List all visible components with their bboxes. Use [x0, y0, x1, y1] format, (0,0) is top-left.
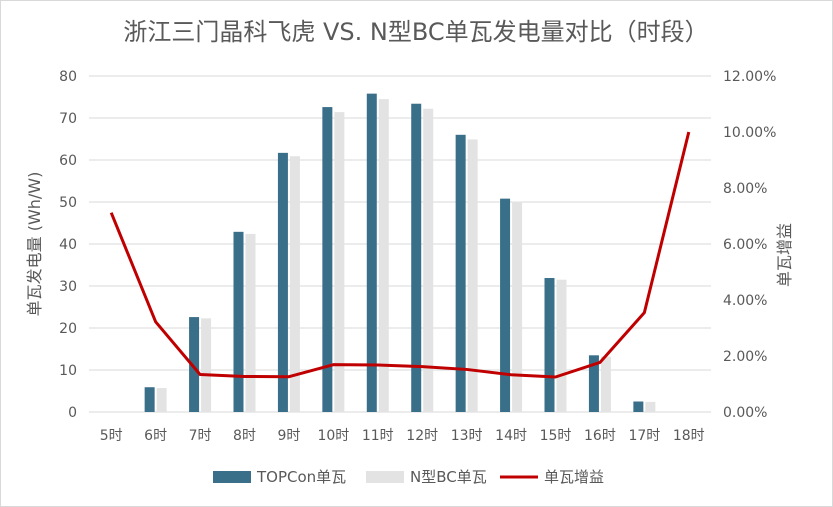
- chart-title: 浙江三门晶科飞虎 VS. N型BC单瓦发电量对比（时段）: [123, 18, 708, 46]
- topcon-bar: [144, 387, 155, 412]
- gridlines: [89, 75, 711, 413]
- x-tick-label: 16时: [584, 428, 616, 444]
- x-axis: 5时 6时 7时 8时 9时 10时 11时 12时 13时 14时 15时 16时 17时 18时: [100, 428, 705, 444]
- x-tick-label: 6时: [144, 428, 167, 444]
- x-tick-label: 13时: [451, 428, 483, 444]
- bc-bar: [556, 279, 567, 412]
- topcon-bar: [189, 317, 200, 412]
- legend: TOPCon单瓦 N型BC单瓦 单瓦增益: [213, 468, 604, 486]
- topcon-bar: [455, 134, 466, 413]
- y-tick-label: 40: [59, 237, 77, 253]
- x-tick-label: 10时: [317, 428, 349, 444]
- bc-bar: [600, 356, 611, 412]
- legend-bc-label: N型BC单瓦: [410, 468, 487, 486]
- y2-tick-label: 0.00%: [723, 405, 767, 421]
- x-tick-label: 11时: [362, 428, 394, 444]
- gain-line: [109, 131, 691, 379]
- y-axis-left: 0 10 20 30 40 50 60 70 80: [59, 69, 77, 421]
- bc-bar: [201, 318, 212, 412]
- legend-gain-label: 单瓦增益: [544, 468, 604, 486]
- legend-bc-swatch: [366, 471, 404, 483]
- y-tick-label: 30: [59, 279, 77, 295]
- topcon-bar: [500, 198, 511, 412]
- y-axis-label: 单瓦发电量 (Wh/W): [25, 172, 44, 317]
- bc-bar: [245, 233, 256, 412]
- gain-series-line: [109, 131, 691, 379]
- y2-axis-label: 单瓦增益: [775, 223, 794, 287]
- x-tick-label: 14时: [495, 428, 527, 444]
- topcon-bar: [544, 278, 555, 412]
- topcon-bar: [411, 103, 422, 412]
- y-tick-label: 10: [59, 363, 77, 379]
- y2-tick-label: 12.00%: [723, 69, 776, 85]
- bars: [144, 93, 656, 413]
- y2-tick-label: 6.00%: [723, 237, 767, 253]
- legend-topcon-label: TOPCon单瓦: [256, 468, 346, 486]
- y-tick-label: 80: [59, 69, 77, 85]
- x-tick-label: 12时: [406, 428, 438, 444]
- x-tick-label: 18时: [673, 428, 705, 444]
- topcon-bar: [366, 93, 377, 412]
- bc-bar: [289, 156, 300, 412]
- y2-tick-label: 4.00%: [723, 293, 767, 309]
- legend-topcon-swatch: [213, 471, 251, 483]
- bc-bar: [423, 108, 434, 412]
- bc-bar: [378, 99, 389, 412]
- bc-bar: [645, 401, 656, 412]
- y-tick-label: 0: [68, 405, 77, 421]
- x-tick-label: 15时: [540, 428, 572, 444]
- bc-bar: [334, 112, 345, 413]
- x-tick-label: 17时: [628, 428, 660, 444]
- bc-bar: [512, 201, 523, 412]
- x-tick-label: 5时: [100, 428, 123, 444]
- y2-tick-label: 8.00%: [723, 181, 767, 197]
- x-tick-label: 8时: [233, 428, 256, 444]
- topcon-bar: [588, 355, 599, 412]
- y-tick-label: 70: [59, 111, 77, 127]
- topcon-bar: [277, 152, 288, 413]
- topcon-bar: [233, 231, 244, 412]
- y-tick-label: 20: [59, 321, 77, 337]
- y2-tick-label: 10.00%: [723, 125, 776, 141]
- y-tick-label: 60: [59, 153, 77, 169]
- y-axis-right: 0.00% 2.00% 4.00% 6.00% 8.00% 10.00% 12.00%: [723, 69, 776, 421]
- x-tick-label: 9时: [277, 428, 300, 444]
- topcon-bar: [633, 401, 644, 412]
- x-tick-label: 7时: [189, 428, 212, 444]
- topcon-bar: [322, 107, 333, 412]
- bc-bar: [467, 139, 478, 413]
- y2-tick-label: 2.00%: [723, 349, 767, 365]
- y-tick-label: 50: [59, 195, 77, 211]
- bc-bar: [156, 388, 167, 412]
